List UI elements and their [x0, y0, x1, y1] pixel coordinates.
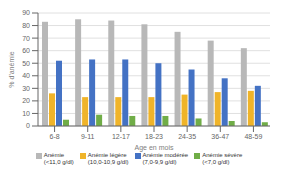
svg-text:40: 40	[22, 72, 30, 79]
html-text:Anémie (<11,0 g/dl): Anémie (<11,0 g/dl)	[43, 152, 74, 165]
svg-text:36-47: 36-47	[211, 133, 229, 140]
svg-text:70: 70	[22, 35, 30, 42]
svg-text:80: 80	[22, 22, 30, 29]
svg-text:30: 30	[22, 85, 30, 92]
svg-text:Age en mois: Age en mois	[135, 144, 174, 152]
svg-text:48-59: 48-59	[244, 133, 262, 140]
html-text:Anémie modérée (7,0-9,9 g/dl): Anémie modérée (7,0-9,9 g/dl)	[142, 152, 189, 165]
svg-text:24-35: 24-35	[178, 133, 196, 140]
svg-text:18-23: 18-23	[145, 133, 163, 140]
svg-text:6-8: 6-8	[50, 133, 60, 140]
html-text:Anémie sévère (<7,0 g/dl): Anémie sévère (<7,0 g/dl)	[202, 152, 243, 165]
svg-text:50: 50	[22, 60, 30, 67]
html-text:Anémie légère (10,0-10,9 g/dl): Anémie légère (10,0-10,9 g/dl)	[87, 152, 129, 165]
svg-text:90: 90	[22, 9, 30, 16]
svg-text:60: 60	[22, 47, 30, 54]
svg-text:0: 0	[26, 122, 30, 129]
svg-text:10: 10	[22, 110, 30, 117]
svg-text:12-17: 12-17	[112, 133, 130, 140]
svg-text:20: 20	[22, 97, 30, 104]
svg-text:9-11: 9-11	[81, 133, 95, 140]
svg-text:% d'anémie: % d'anémie	[8, 51, 15, 87]
